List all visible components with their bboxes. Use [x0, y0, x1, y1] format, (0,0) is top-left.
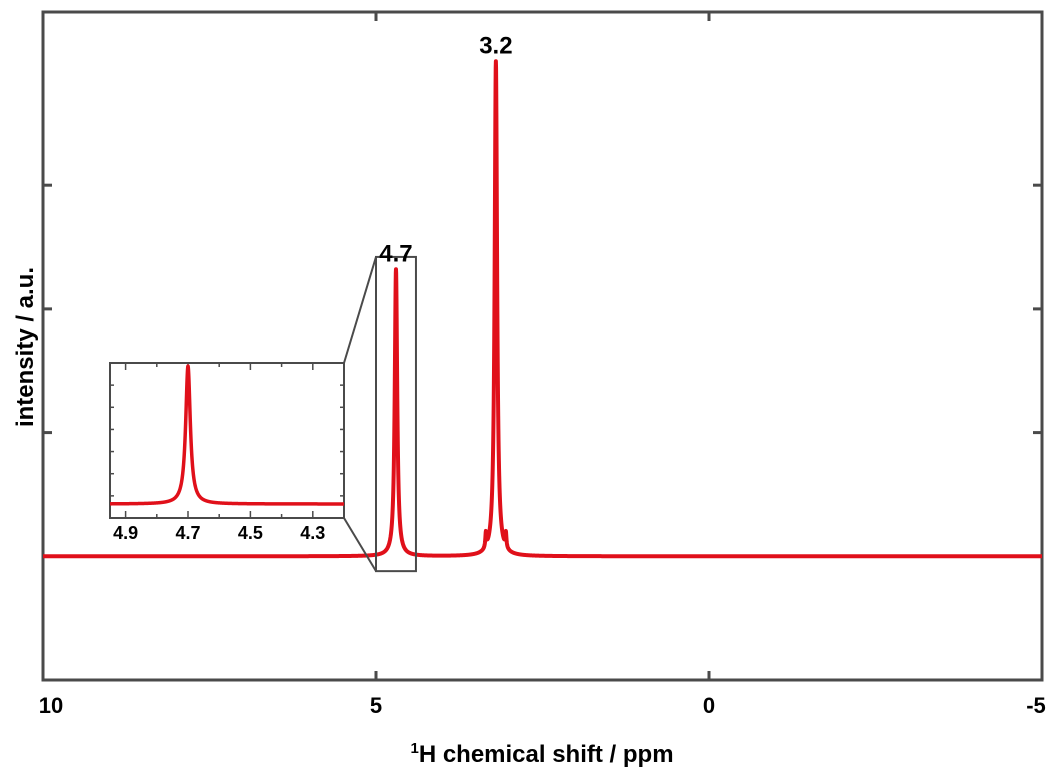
x-tick-label: -5	[1026, 693, 1046, 718]
x-axis-tick-labels: 10 5 0 -5	[39, 693, 1046, 718]
plot-frame	[41, 10, 1044, 682]
inset-x-tick-label: 4.9	[113, 523, 138, 543]
x-axis-title-superscript: 1	[410, 740, 418, 757]
inset-ticks	[110, 363, 345, 518]
x-axis-ticks	[41, 12, 1044, 680]
inset-x-tick-label: 4.7	[175, 523, 200, 543]
spectrum-line	[41, 59, 1044, 559]
inset-plot: 4.9 4.7 4.5 4.3	[108, 362, 346, 543]
x-tick-label: 10	[39, 693, 63, 718]
inset-frame	[109, 362, 345, 519]
x-tick-label: 0	[703, 693, 715, 718]
x-axis-title: 1H chemical shift / ppm	[410, 740, 673, 768]
x-tick-label: 5	[370, 693, 382, 718]
inset-x-tick-label: 4.3	[300, 523, 325, 543]
peak-label-4-7: 4.7	[379, 240, 412, 267]
zoom-connector-top	[343, 256, 377, 364]
zoom-connector-bottom	[343, 517, 377, 572]
zoom-box	[375, 255, 417, 573]
inset-x-tick-label: 4.5	[238, 523, 263, 543]
y-axis-title: intensity / a.u.	[12, 267, 39, 427]
peak-label-3-2: 3.2	[479, 32, 512, 59]
x-axis-title-text: H chemical shift / ppm	[419, 741, 674, 768]
inset-tick-labels: 4.9 4.7 4.5 4.3	[113, 523, 325, 543]
inset-spectrum-line	[108, 364, 346, 506]
